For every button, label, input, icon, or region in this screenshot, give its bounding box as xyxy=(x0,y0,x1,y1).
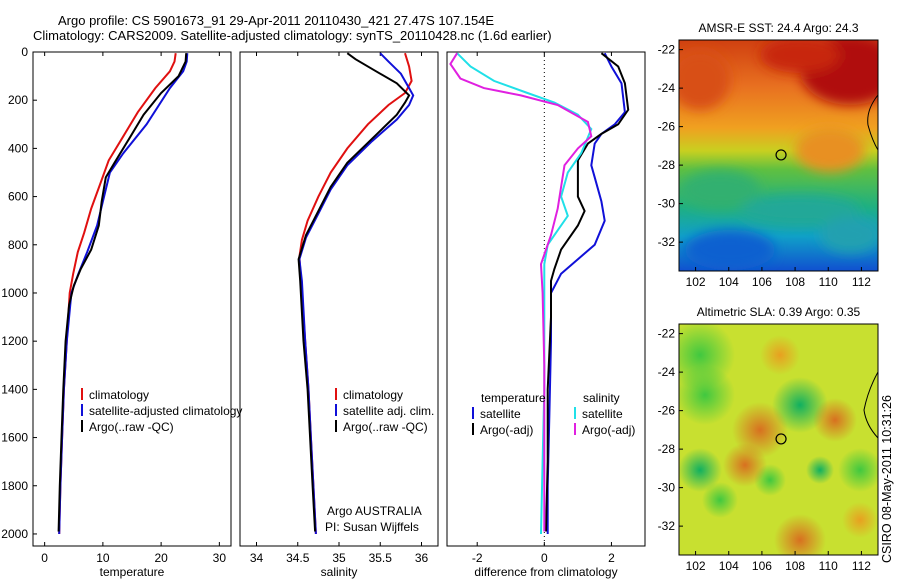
y-tick-label: 1600 xyxy=(1,431,28,445)
map-x-tick-label: 108 xyxy=(785,559,805,573)
y-tick-label: 200 xyxy=(8,93,28,107)
series-line-argo-raw-qc- xyxy=(57,53,188,532)
legend-entry: climatology xyxy=(343,388,403,402)
map-y-tick-label: -22 xyxy=(658,43,676,57)
x-tick-label: 20 xyxy=(154,551,168,565)
coastline xyxy=(867,94,879,151)
x-tick-label: 0 xyxy=(41,551,48,565)
map-title: Altimetric SLA: 0.39 Argo: 0.35 xyxy=(697,305,861,319)
series-line-satellite-adj-clim- xyxy=(298,52,415,535)
map-y-tick-label: -32 xyxy=(658,235,676,249)
y-tick-label: 2000 xyxy=(1,527,28,541)
sla-map-field xyxy=(679,324,878,555)
series-line-salinity-satellite xyxy=(456,52,593,535)
map-x-tick-label: 102 xyxy=(686,275,706,289)
annotation-float-owner: Argo AUSTRALIA xyxy=(327,504,422,518)
map-1-frame xyxy=(678,323,879,556)
x-tick-label: 35 xyxy=(332,551,346,565)
x-tick-label: 35.5 xyxy=(369,551,393,565)
figure-title-line1: Argo profile: CS 5901673_91 29-Apr-2011 … xyxy=(58,13,495,28)
map-x-tick-label: 106 xyxy=(752,559,772,573)
legend-entry: salinity xyxy=(583,391,620,405)
map-x-tick-label: 112 xyxy=(852,559,871,573)
y-tick-label: 0 xyxy=(21,45,28,59)
legend-entry: satellite-adjusted climatology xyxy=(89,404,242,418)
sst-map-field xyxy=(679,40,878,271)
map-y-tick-label: -32 xyxy=(658,519,676,533)
profile-panel-2-frame xyxy=(446,51,646,547)
legend-entry: satellite xyxy=(582,407,623,421)
series-line-climatology xyxy=(298,52,413,535)
y-tick-label: 1400 xyxy=(1,382,28,396)
series-line-salinity-argo-adj- xyxy=(449,52,593,532)
timestamp-label: CSIRO 08-May-2011 10:31:26 xyxy=(880,395,894,563)
x-tick-label: -2 xyxy=(472,551,483,565)
map-x-tick-label: 102 xyxy=(686,559,706,573)
y-tick-label: 600 xyxy=(8,190,28,204)
map-x-tick-label: 112 xyxy=(852,275,871,289)
profile-panel-0-series xyxy=(57,53,189,535)
y-tick-label: 800 xyxy=(8,238,28,252)
series-line-temperature-argo-adj- xyxy=(545,52,630,532)
series-line-argo-raw-qc- xyxy=(297,52,411,532)
x-tick-label: 34.5 xyxy=(286,551,310,565)
map-y-tick-label: -24 xyxy=(658,81,676,95)
map-x-tick-label: 104 xyxy=(719,559,739,573)
y-tick-label: 1200 xyxy=(1,334,28,348)
x-axis-label: difference from climatology xyxy=(474,565,617,579)
profile-panel-0-frame xyxy=(32,51,232,547)
profile-panel-1-frame xyxy=(239,51,439,547)
map-y-tick-label: -26 xyxy=(658,120,676,134)
legend-entry: Argo(..raw -QC) xyxy=(343,420,428,434)
series-line-climatology xyxy=(58,53,177,535)
map-title: AMSR-E SST: 24.4 Argo: 24.3 xyxy=(698,21,858,35)
map-y-tick-label: -26 xyxy=(658,404,676,418)
x-tick-label: 34 xyxy=(250,551,264,565)
map-x-tick-label: 106 xyxy=(752,275,772,289)
series-line-temperature-satellite xyxy=(546,52,626,534)
legend-entry: Argo(-adj) xyxy=(480,423,533,437)
legend-entry: Argo(-adj) xyxy=(582,423,635,437)
map-0-frame xyxy=(678,39,879,272)
annotation-pi: PI: Susan Wijffels xyxy=(325,520,419,534)
legend-entry: Argo(..raw -QC) xyxy=(89,420,174,434)
argo-position-marker xyxy=(775,433,787,445)
map-x-tick-label: 110 xyxy=(819,559,838,573)
figure-title-line2: Climatology: CARS2009. Satellite-adjuste… xyxy=(33,28,552,43)
x-tick-label: 10 xyxy=(96,551,110,565)
legend-entry: temperature xyxy=(481,391,546,405)
series-line-satellite-adjusted-climatology xyxy=(58,53,189,535)
argo-position-marker xyxy=(775,149,787,161)
y-tick-label: 1800 xyxy=(1,479,28,493)
map-x-tick-label: 110 xyxy=(819,275,838,289)
x-tick-label: 0 xyxy=(541,551,548,565)
legend-entry: satellite xyxy=(480,407,521,421)
map-x-tick-label: 104 xyxy=(719,275,739,289)
coastline xyxy=(863,371,879,439)
x-tick-label: 36 xyxy=(415,551,429,565)
legend-entry: satellite adj. clim. xyxy=(343,404,434,418)
map-y-tick-label: -28 xyxy=(658,158,676,172)
x-axis-label: salinity xyxy=(321,565,358,579)
map-x-tick-label: 108 xyxy=(785,275,805,289)
x-tick-label: 30 xyxy=(213,551,227,565)
y-tick-label: 1000 xyxy=(1,286,28,300)
map-y-tick-label: -30 xyxy=(658,481,676,495)
map-y-tick-label: -22 xyxy=(658,327,676,341)
legend-entry: climatology xyxy=(89,388,149,402)
y-tick-label: 400 xyxy=(8,141,28,155)
profile-panel-1-series xyxy=(297,52,415,535)
x-tick-label: 2 xyxy=(608,551,615,565)
map-y-tick-label: -30 xyxy=(658,197,676,211)
map-y-tick-label: -24 xyxy=(658,365,676,379)
map-y-tick-label: -28 xyxy=(658,442,676,456)
x-axis-label: temperature xyxy=(100,565,165,579)
profile-panel-2-series xyxy=(449,52,630,535)
